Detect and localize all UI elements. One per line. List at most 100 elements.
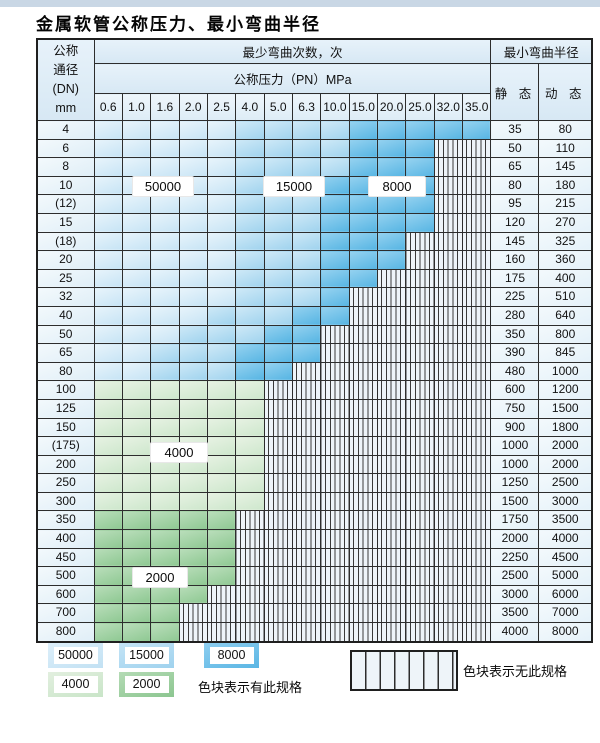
spec-cell-15.0: [348, 529, 378, 549]
spec-cell-2.5: [206, 324, 237, 345]
spec-cell-5.0: [263, 231, 293, 252]
spec-cell-2.0: [178, 157, 208, 177]
static-radius-value: 2500: [490, 566, 540, 586]
spec-cell-10.0: [320, 380, 350, 400]
table-row-dn-250: 250 1250 2500: [36, 473, 593, 493]
spec-cell-4.0: [235, 212, 265, 233]
region-label-2000: 2000: [132, 567, 188, 588]
spec-cell-5.0: [263, 417, 293, 438]
static-radius-value: 2000: [490, 529, 540, 549]
spec-cell-10.0: [320, 157, 350, 177]
pressure-value-2.5: 2.5: [206, 93, 237, 121]
static-radius-value: 1000: [490, 454, 540, 475]
spec-cell-4.0: [235, 603, 265, 624]
spec-cell-32.0: [433, 380, 463, 400]
spec-cell-6.3: [291, 157, 322, 177]
dynamic-radius-value: 360: [538, 250, 593, 270]
spec-cell-15.0: [348, 212, 378, 233]
spec-cell-10.0: [320, 361, 350, 382]
spec-cell-2.5: [206, 120, 237, 140]
spec-cell-4.0: [235, 175, 265, 196]
spec-cell-15.0: [348, 436, 378, 456]
table-row-dn-65: 65 390 845: [36, 343, 593, 363]
spec-cell-5.0: [263, 324, 293, 345]
spec-cell-35.0: [461, 584, 492, 605]
spec-cell-32.0: [433, 417, 463, 438]
spec-cell-35.0: [461, 436, 492, 456]
spec-cell-15.0: [348, 120, 378, 140]
spec-cell-10.0: [320, 250, 350, 270]
pressure-value-5.0: 5.0: [263, 93, 293, 121]
spec-cell-32.0: [433, 436, 463, 456]
dn-value: 100: [36, 380, 95, 400]
spec-cell-5.0: [263, 454, 293, 475]
dn-header-line3: (DN): [52, 82, 79, 96]
spec-cell-25.0: [405, 324, 435, 345]
spec-cell-2.0: [178, 138, 208, 159]
spec-cell-4.0: [235, 529, 265, 549]
spec-cell-1.6: [150, 380, 180, 400]
dn-value: 800: [36, 622, 95, 643]
spec-cell-2.0: [178, 324, 208, 345]
spec-cell-6.3: [291, 380, 322, 400]
spec-cell-25.0: [405, 584, 435, 605]
spec-cell-5.0: [263, 287, 293, 307]
spec-cell-2.5: [206, 175, 237, 196]
dynamic-column-header: 动 态: [538, 63, 593, 121]
spec-cell-0.6: [93, 305, 123, 326]
spec-cell-1.0: [121, 510, 152, 531]
dynamic-radius-value: 845: [538, 343, 593, 363]
spec-cell-32.0: [433, 343, 463, 363]
region-label-50000: 50000: [132, 176, 194, 197]
spec-cell-0.6: [93, 584, 123, 605]
spec-cell-5.0: [263, 473, 293, 493]
static-radius-value: 750: [490, 398, 540, 419]
table-row-dn-25: 25 175 400: [36, 268, 593, 289]
spec-cell-0.6: [93, 250, 123, 270]
spec-cell-2.0: [178, 473, 208, 493]
table-row-dn-18: (18) 145 325: [36, 231, 593, 252]
spec-cell-0.6: [93, 491, 123, 512]
dynamic-radius-value: 215: [538, 194, 593, 214]
spec-cell-1.0: [121, 231, 152, 252]
spec-cell-20.0: [376, 120, 407, 140]
spec-cell-1.6: [150, 305, 180, 326]
spec-cell-20.0: [376, 287, 407, 307]
spec-cell-20.0: [376, 305, 407, 326]
dn-value: 65: [36, 343, 95, 363]
spec-cell-32.0: [433, 194, 463, 214]
spec-cell-25.0: [405, 212, 435, 233]
spec-cell-10.0: [320, 547, 350, 568]
dn-value: 15: [36, 212, 95, 233]
static-radius-value: 350: [490, 324, 540, 345]
spec-cell-35.0: [461, 175, 492, 196]
spec-cell-6.3: [291, 603, 322, 624]
spec-cell-32.0: [433, 175, 463, 196]
spec-cell-25.0: [405, 250, 435, 270]
spec-cell-35.0: [461, 305, 492, 326]
spec-cell-2.0: [178, 287, 208, 307]
spec-cell-6.3: [291, 473, 322, 493]
spec-cell-32.0: [433, 361, 463, 382]
spec-cell-5.0: [263, 491, 293, 512]
dynamic-radius-value: 3000: [538, 491, 593, 512]
spec-cell-35.0: [461, 287, 492, 307]
spec-cell-2.0: [178, 380, 208, 400]
spec-cell-2.5: [206, 231, 237, 252]
dynamic-radius-value: 180: [538, 175, 593, 196]
dn-value: (175): [36, 436, 95, 456]
dynamic-radius-value: 510: [538, 287, 593, 307]
static-radius-value: 95: [490, 194, 540, 214]
spec-cell-0.6: [93, 157, 123, 177]
region-label-15000: 15000: [263, 176, 325, 197]
spec-cell-2.0: [178, 194, 208, 214]
spec-cell-35.0: [461, 250, 492, 270]
spec-cell-6.3: [291, 417, 322, 438]
spec-cell-20.0: [376, 212, 407, 233]
table-row-dn-4: 4 35 80: [36, 120, 593, 140]
spec-cell-32.0: [433, 566, 463, 586]
spec-cell-2.5: [206, 398, 237, 419]
spec-cell-6.3: [291, 584, 322, 605]
spec-cell-1.6: [150, 417, 180, 438]
spec-cell-4.0: [235, 231, 265, 252]
